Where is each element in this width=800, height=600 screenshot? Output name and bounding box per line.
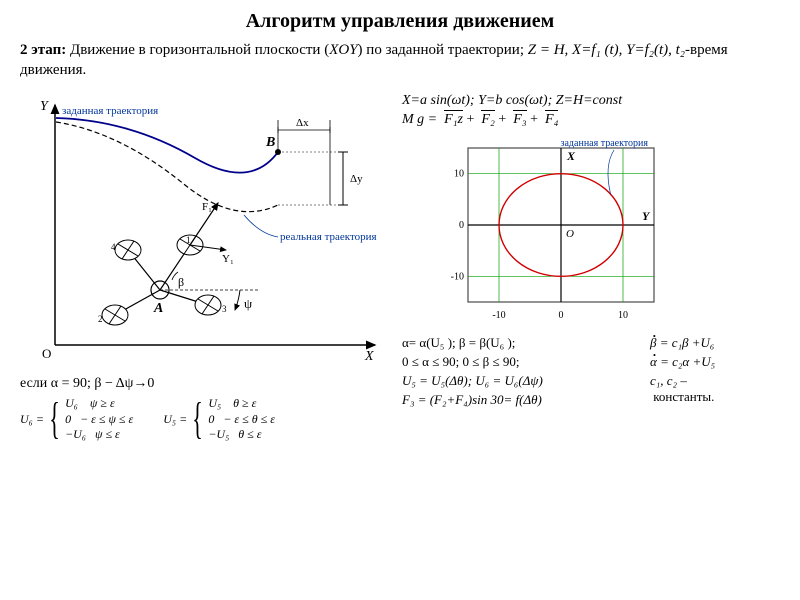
rotor-1-label: 1	[186, 235, 191, 245]
svg-text:0: 0	[559, 310, 564, 321]
diag-dx-label: Δх	[296, 117, 309, 129]
rotor-3-label: 3	[222, 304, 227, 314]
diag-dy-label: Δу	[350, 173, 363, 185]
pw6-r0v: U₆	[65, 396, 78, 410]
diag-set-traj-label: заданная траектория	[62, 105, 158, 117]
req-l3: U₅ = U₅(Δθ); U₆ = U₆(Δψ)	[402, 373, 636, 389]
condition-line: если α = 90; β − Δψ→0	[20, 376, 390, 392]
diag-real-traj-label: реальная траектория	[280, 231, 377, 243]
req-r3a: c₁, c₂ –	[650, 373, 687, 388]
pw5-r1c: − ε ≤ θ ≤ ε	[223, 412, 275, 426]
pw5-r2c: θ ≤ ε	[238, 427, 261, 441]
rotor-4-label: 4	[111, 242, 116, 252]
eq-mg-pre: M g =	[402, 112, 441, 127]
req-r3: c₁, c₂ – константы.	[650, 373, 780, 405]
pw5-r1v: 0	[208, 412, 214, 426]
diag-o-label: O	[42, 346, 51, 361]
stage-label: 2 этап:	[20, 42, 66, 58]
pw5-r0v: U₅	[208, 396, 221, 410]
circle-chart: -10-10001010XYOзаданная траектория	[432, 134, 662, 324]
pw6-lhs: U₆ =	[20, 412, 44, 427]
svg-text:10: 10	[454, 169, 464, 180]
piecewise-u5: U₅ = { U₅ θ ≥ ε 0 − ε ≤ θ ≤ ε −U₅ θ ≤ ε	[163, 396, 275, 443]
stage-text-b: ) по заданной траектории;	[358, 42, 528, 58]
stage-text-a: Движение в горизонтальной плоскости (	[70, 42, 329, 58]
diag-y1-label: Y₁	[222, 253, 234, 265]
pw6-r2c: ψ ≤ ε	[95, 427, 120, 441]
eq-xy: X=a sin(ωt); Y=b cos(ωt); Z=H=const	[402, 93, 780, 109]
stage-formula: Z = H, X=f₁ (t), Y=f₂(t), t₂	[528, 42, 685, 58]
req-r3b: константы.	[653, 389, 714, 404]
diag-f1-label: F₁	[202, 201, 212, 213]
pw6-r1c: − ε ≤ ψ ≤ ε	[80, 412, 133, 426]
svg-text:0: 0	[459, 220, 464, 231]
eq-mg-t1: F₂	[481, 112, 494, 127]
stage-description: 2 этап: Движение в горизонтальной плоско…	[20, 41, 780, 80]
eq-mg-t2: F₃	[513, 112, 526, 127]
diag-y-label: Y	[40, 99, 50, 114]
svg-text:X: X	[566, 149, 576, 163]
diag-psi-label: ψ	[244, 296, 252, 311]
page-title: Алгоритм управления движением	[20, 10, 780, 33]
req-r1: β = c₁β +U₆	[650, 335, 780, 351]
pw6-r0c: ψ ≥ ε	[90, 396, 115, 410]
piecewise-u6: U₆ = { U₆ ψ ≥ ε 0 − ε ≤ ψ ≤ ε −U₆ ψ ≤ ε	[20, 396, 133, 443]
svg-text:O: O	[566, 228, 574, 240]
pw6-r2v: −U₆	[65, 427, 86, 441]
req-r2: α = c₂α +U₅	[650, 354, 780, 370]
svg-text:-10: -10	[492, 310, 505, 321]
pw6-r1v: 0	[65, 412, 71, 426]
pw5-lhs: U₅ =	[163, 412, 187, 427]
pw5-r2v: −U₅	[208, 427, 229, 441]
diag-x-label: X	[364, 349, 374, 364]
diag-beta-label: β	[178, 275, 184, 289]
pw5-r0c: θ ≥ ε	[233, 396, 256, 410]
req-l2: 0 ≤ α ≤ 90; 0 ≤ β ≤ 90;	[402, 354, 636, 370]
eq-mg: M g = F₁z + F₂ + F₃ + F₄	[402, 112, 780, 128]
trajectory-diagram: Y X O заданная траектория B реальная тра…	[20, 90, 390, 370]
req-l1: α= α(U₅ ); β = β(U₆ );	[402, 335, 636, 351]
svg-text:-10: -10	[451, 271, 464, 282]
diag-b-label: B	[265, 135, 275, 150]
req-l4: F₃ = (F₂+F₄)sin 30= f(Δθ)	[402, 392, 636, 408]
eq-mg-t0: F₁z	[444, 112, 463, 127]
stage-xoy: XOY	[329, 42, 357, 58]
svg-text:заданная траектория: заданная траектория	[561, 138, 649, 149]
eq-mg-t3: F₄	[545, 112, 558, 127]
diag-a-label: A	[153, 301, 163, 316]
svg-text:10: 10	[618, 310, 628, 321]
rotor-2-label: 2	[98, 314, 103, 324]
